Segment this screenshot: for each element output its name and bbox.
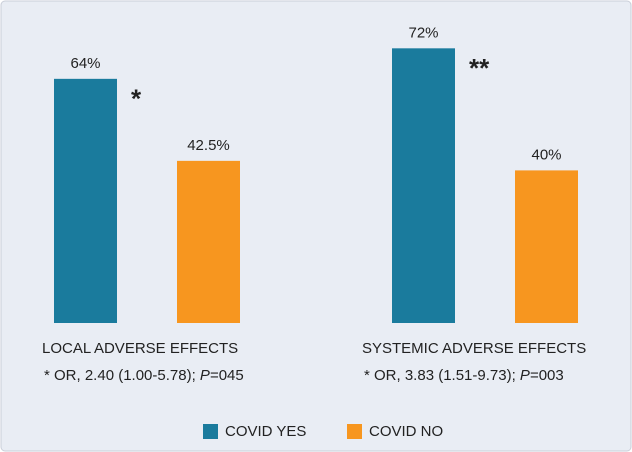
data-label: 40% xyxy=(531,146,561,163)
significance-marker: ** xyxy=(469,53,490,83)
category-label: SYSTEMIC ADVERSE EFFECTS xyxy=(362,340,586,357)
bar xyxy=(515,170,578,323)
data-label: 64% xyxy=(70,55,100,72)
data-label: 42.5% xyxy=(187,137,230,154)
note-part: * OR, 3.83 (1.51-9.73); xyxy=(364,367,520,384)
bar xyxy=(177,160,240,323)
legend-swatch xyxy=(203,424,218,439)
legend-label: COVID YES xyxy=(225,423,306,440)
note-part: P xyxy=(520,367,530,384)
category-note: * OR, 2.40 (1.00-5.78); P=045 xyxy=(44,367,244,384)
significance-marker: * xyxy=(131,84,142,114)
note-part: * OR, 2.40 (1.00-5.78); xyxy=(44,367,200,384)
category-note: * OR, 3.83 (1.51-9.73); P=003 xyxy=(364,367,564,384)
bar xyxy=(54,78,117,323)
legend-swatch xyxy=(347,424,362,439)
bar xyxy=(392,48,455,323)
legend-label: COVID NO xyxy=(369,423,443,440)
note-part: =003 xyxy=(530,367,564,384)
data-label: 72% xyxy=(408,24,438,41)
note-part: P xyxy=(200,367,210,384)
note-part: =045 xyxy=(210,367,244,384)
category-label: LOCAL ADVERSE EFFECTS xyxy=(42,340,238,357)
